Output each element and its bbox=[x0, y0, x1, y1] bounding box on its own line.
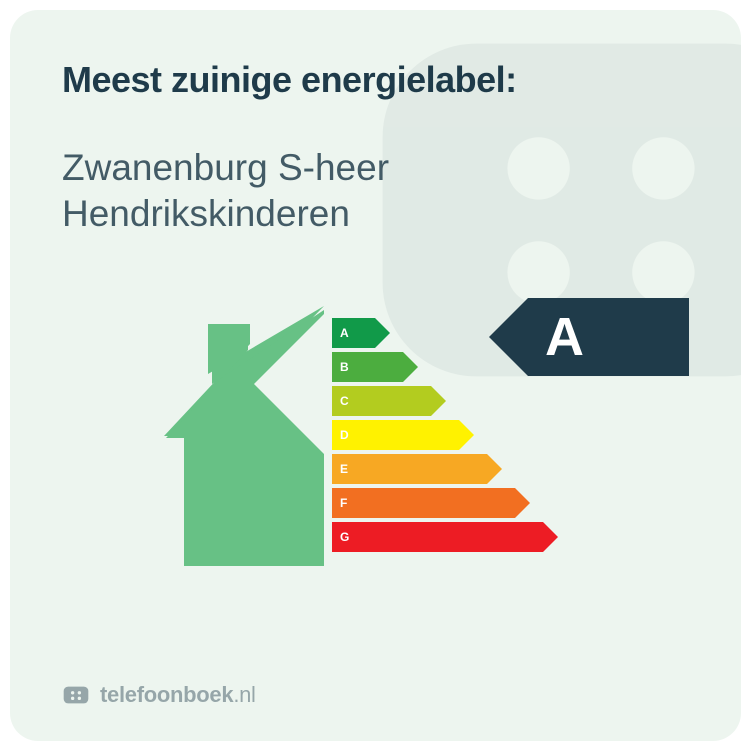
energy-bar-shape bbox=[332, 522, 558, 552]
card-subtitle: Zwanenburg S-heer Hendrikskinderen bbox=[62, 145, 622, 238]
energy-bar-label: F bbox=[340, 496, 347, 510]
brand-word: telefoonboek bbox=[100, 682, 233, 707]
energy-bar-label: G bbox=[340, 530, 349, 544]
energy-bar-shape bbox=[332, 386, 446, 416]
info-card: Meest zuinige energielabel: Zwanenburg S… bbox=[10, 10, 741, 741]
energy-bar-label: C bbox=[340, 394, 349, 408]
house-icon bbox=[154, 306, 324, 566]
card-title: Meest zuinige energielabel: bbox=[62, 58, 689, 101]
energy-bar-shape bbox=[332, 454, 502, 484]
footer: telefoonboek.nl bbox=[62, 681, 689, 709]
energy-bar-label: D bbox=[340, 428, 349, 442]
brand-name: telefoonboek.nl bbox=[100, 682, 256, 708]
result-badge: A bbox=[489, 298, 689, 376]
brand-icon bbox=[62, 681, 90, 709]
chart-zone: A B C D E F G A bbox=[62, 278, 689, 681]
energy-bar-label: E bbox=[340, 462, 348, 476]
energy-bar-shape bbox=[332, 488, 530, 518]
brand-tld: .nl bbox=[233, 682, 255, 707]
result-letter: A bbox=[545, 306, 584, 368]
energy-bar-label: B bbox=[340, 360, 349, 374]
result-badge-shape bbox=[489, 298, 689, 376]
energy-bar-label: A bbox=[340, 326, 349, 340]
energy-bar-shape bbox=[332, 420, 474, 450]
